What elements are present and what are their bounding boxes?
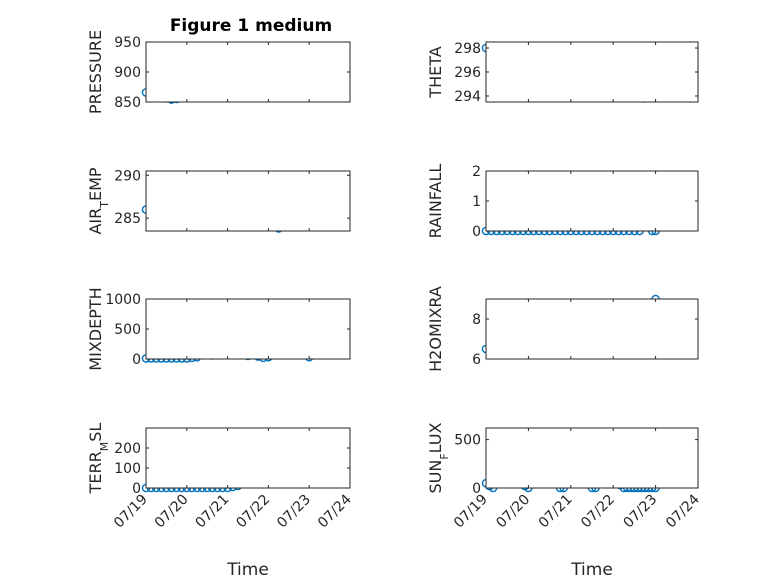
y-tick-label: 290 xyxy=(114,168,141,184)
axes-box xyxy=(485,298,699,360)
y-axis-label: SUNFLUX xyxy=(426,422,451,493)
x-tick-label: 07/22 xyxy=(233,492,273,532)
y-axis-label-part: MIXDEPTH xyxy=(86,287,105,370)
x-tick-label: 07/24 xyxy=(663,491,703,531)
y-axis-label-part: TERR xyxy=(86,451,105,494)
y-axis-label: THETA xyxy=(426,46,445,98)
x-tick-label: 07/19 xyxy=(111,492,151,532)
x-tick-label: 07/19 xyxy=(451,492,491,532)
y-tick-label: 0 xyxy=(472,224,481,240)
y-tick-label: 1 xyxy=(472,194,481,210)
y-axis-label-part: THETA xyxy=(426,46,445,98)
axes-box xyxy=(145,41,351,103)
axes-box xyxy=(145,170,351,232)
y-tick-label: 296 xyxy=(454,65,481,81)
y-axis-label: H2OMIXRA xyxy=(426,286,445,372)
figure-title: Figure 1 medium xyxy=(170,16,332,36)
y-axis-label: RAINFALL xyxy=(426,164,445,239)
y-tick-label: 6 xyxy=(472,352,481,368)
y-tick-label: 294 xyxy=(454,89,481,105)
y-tick-label: 200 xyxy=(114,441,141,457)
y-axis-label-part: LUX xyxy=(426,422,445,453)
x-tick-label: 07/23 xyxy=(274,492,314,532)
subplot-terr-msl: 0 100 200 07/19 07/20 07/21 07/22 07/23 07/24 TER… xyxy=(86,423,355,580)
x-tick-label: 07/21 xyxy=(536,492,576,532)
y-axis-label-part: AIR xyxy=(86,208,105,235)
x-axis-label: Time xyxy=(570,560,613,580)
y-tick-label: 500 xyxy=(114,322,141,338)
axes-box xyxy=(485,170,699,232)
x-tick-label: 07/20 xyxy=(152,492,192,532)
x-tick-label: 07/20 xyxy=(493,492,533,532)
y-axis-label-part: PRESSURE xyxy=(86,30,105,114)
y-axis-label-subscript: T xyxy=(98,201,111,209)
x-tick-label: 07/23 xyxy=(621,492,661,532)
y-axis-label-part: H2OMIXRA xyxy=(426,286,445,372)
y-tick-label: 900 xyxy=(114,65,141,81)
y-axis-label: PRESSURE xyxy=(86,30,105,114)
axes-box xyxy=(145,298,351,360)
y-tick-label: 850 xyxy=(114,95,141,111)
y-tick-label: 500 xyxy=(454,433,481,449)
y-tick-label: 100 xyxy=(114,461,141,477)
y-axis-label: AIRTEMP xyxy=(86,167,111,234)
y-tick-label: 285 xyxy=(114,211,141,227)
y-tick-label: 950 xyxy=(114,35,141,51)
x-tick-label: 07/21 xyxy=(193,492,233,532)
axes-box xyxy=(485,41,699,103)
y-tick-label: 8 xyxy=(472,312,481,328)
y-tick-label: 0 xyxy=(472,481,481,497)
y-tick-label: 0 xyxy=(132,481,141,497)
y-tick-label: 0 xyxy=(132,352,141,368)
y-axis-label-part: SL xyxy=(86,423,105,442)
axes-box xyxy=(485,427,699,489)
subplot-h2omixra: 6 8 H2OMIXRA xyxy=(426,286,699,372)
y-axis-label-part: EMP xyxy=(86,167,105,201)
y-tick-label: 2 xyxy=(472,164,481,180)
x-tick-label: 07/24 xyxy=(315,491,355,531)
y-tick-label: 298 xyxy=(454,41,481,57)
x-axis-label: Time xyxy=(226,560,269,580)
y-axis-label: TERRMSL xyxy=(86,423,111,495)
subplot-theta: 294 296 298 THETA xyxy=(426,41,699,105)
y-axis-label-subscript: M xyxy=(98,442,111,452)
subplot-pressure: 850 900 950 PRESSURE xyxy=(86,30,351,114)
y-axis-label-part: SUN xyxy=(426,460,445,494)
y-tick-label: 1000 xyxy=(105,292,141,308)
subplot-sun-flux: 0 500 07/19 07/20 07/21 07/22 07/23 07/24 SUNFLU… xyxy=(426,422,703,580)
y-axis-label: MIXDEPTH xyxy=(86,287,105,370)
subplot-rainfall: 0 1 2 RAINFALL xyxy=(426,164,699,240)
y-axis-label-subscript: F xyxy=(438,453,451,459)
y-axis-label-part: RAINFALL xyxy=(426,164,445,239)
axes-box xyxy=(145,427,351,489)
x-tick-label: 07/22 xyxy=(578,492,618,532)
